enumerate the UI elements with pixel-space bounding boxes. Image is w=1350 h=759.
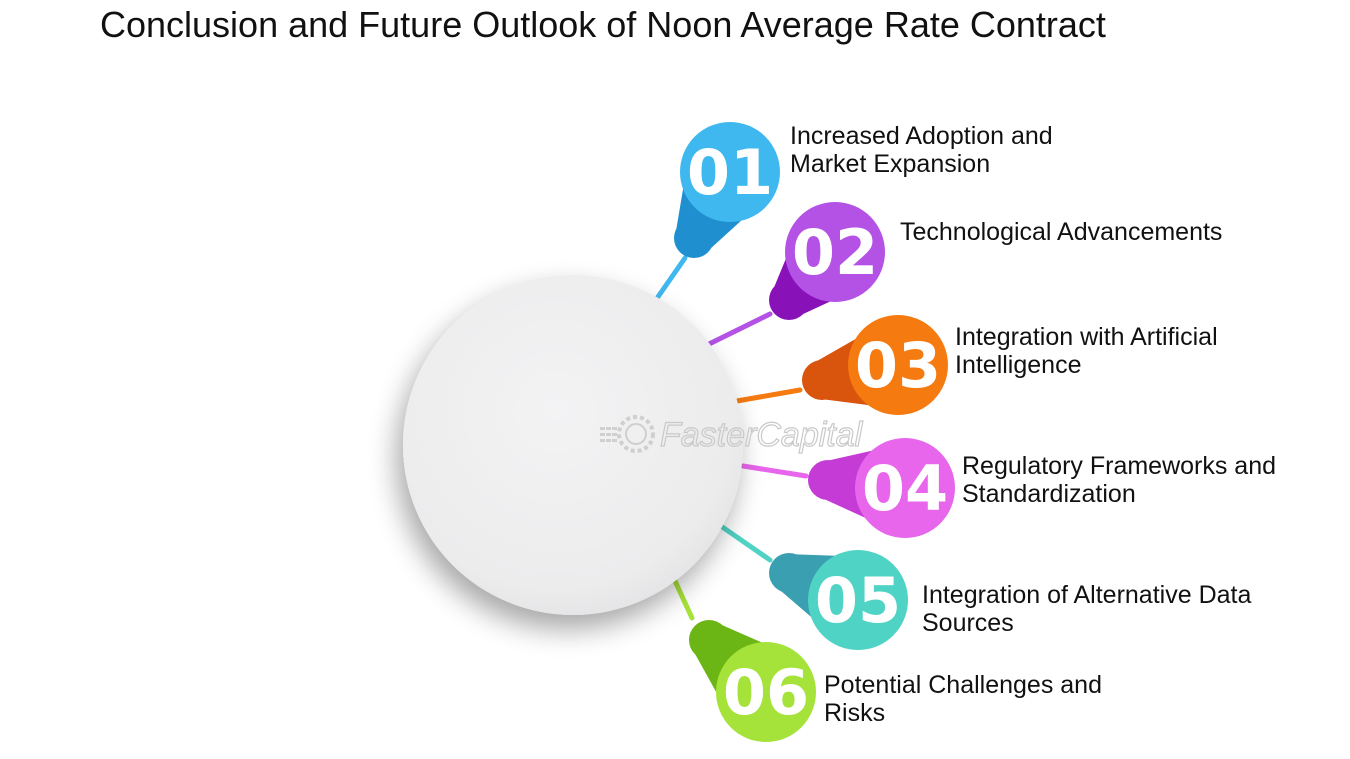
pin-head-5 xyxy=(808,550,908,650)
connector-line-3 xyxy=(734,387,803,404)
pin-head-6 xyxy=(716,642,816,742)
label-3-line-1: Integration with Artificial xyxy=(955,323,1218,351)
watermark-text: FasterCapital xyxy=(660,416,864,454)
pin-head-4 xyxy=(855,438,955,538)
label-3: Integration with Artificial Intelligence xyxy=(955,323,1218,379)
connector-line-1 xyxy=(650,255,688,307)
pin-tip-3 xyxy=(802,360,842,400)
page-title: Conclusion and Future Outlook of Noon Av… xyxy=(100,4,1106,45)
label-6-line-1: Potential Challenges and xyxy=(824,671,1102,699)
label-5: Integration of Alternative Data Sources xyxy=(922,581,1251,637)
pin-tip-2 xyxy=(769,280,809,320)
center-disc xyxy=(403,275,743,615)
connector-line-5 xyxy=(715,521,773,563)
label-2-line-1: Technological Advancements xyxy=(900,218,1223,246)
number-5: 05 xyxy=(815,564,901,637)
pin-head-2 xyxy=(785,202,885,302)
pin-head-1 xyxy=(680,122,780,222)
number-1: 01 xyxy=(687,136,773,209)
label-1: Increased Adoption and Market Expansion xyxy=(790,122,1053,178)
label-5-line-1: Integration of Alternative Data xyxy=(922,581,1252,609)
watermark: FasterCapital xyxy=(600,415,864,455)
gear-icon xyxy=(600,415,655,453)
label-1-line-2: Market Expansion xyxy=(790,150,991,178)
connector-line-4 xyxy=(740,463,809,479)
pin-tip-5 xyxy=(769,553,809,593)
pin-tip-6 xyxy=(689,620,729,660)
label-4-line-1: Regulatory Frameworks and xyxy=(962,452,1277,480)
number-4: 04 xyxy=(862,452,948,525)
connector-line-2 xyxy=(702,311,773,349)
label-4-line-2: Standardization xyxy=(962,480,1136,508)
label-6: Potential Challenges and Risks xyxy=(824,671,1102,727)
number-3: 03 xyxy=(855,329,941,402)
label-2: Technological Advancements xyxy=(900,218,1222,246)
pin-tip-4 xyxy=(808,460,848,500)
label-1-line-1: Increased Adoption and xyxy=(790,122,1053,150)
label-3-line-2: Intelligence xyxy=(955,351,1082,379)
number-2: 02 xyxy=(792,216,878,289)
pin-tip-1 xyxy=(674,218,714,258)
label-5-line-2: Sources xyxy=(922,609,1014,637)
number-6: 06 xyxy=(723,656,809,729)
pin-head-3 xyxy=(848,315,948,415)
label-6-line-2: Risks xyxy=(824,699,886,727)
label-4: Regulatory Frameworks and Standardization xyxy=(962,452,1276,508)
